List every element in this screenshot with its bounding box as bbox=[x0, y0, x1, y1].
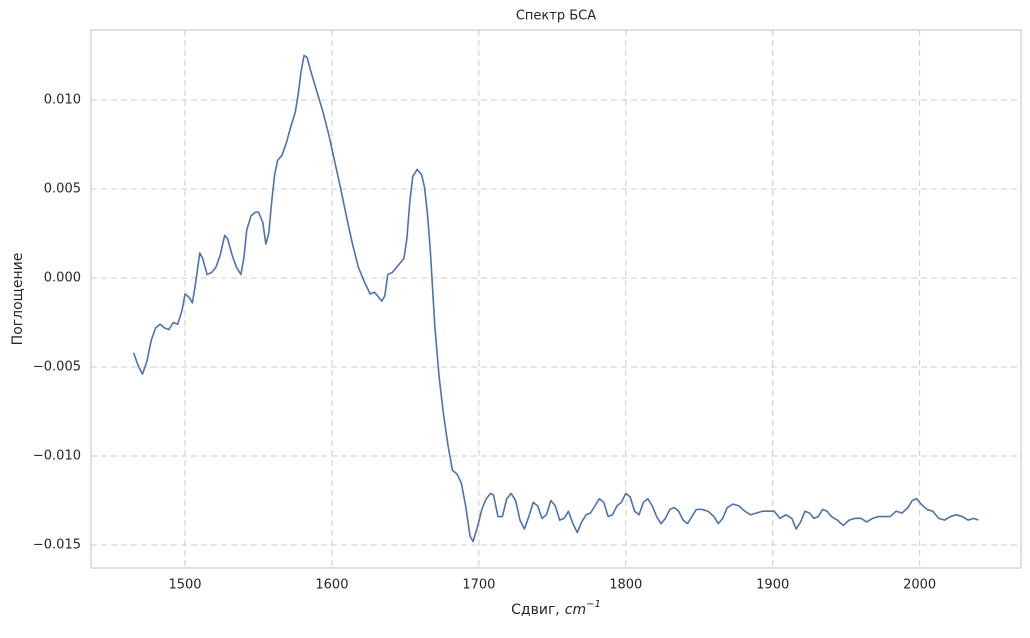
x-tick-label: 1900 bbox=[756, 578, 789, 593]
y-tick-label: −0.015 bbox=[33, 538, 81, 553]
chart-title: Спектр БСА bbox=[516, 9, 596, 24]
y-tick-label: 0.000 bbox=[44, 270, 81, 285]
x-tick-label: 1500 bbox=[168, 578, 201, 593]
x-label-exponent: −1 bbox=[586, 599, 601, 610]
x-label-unit: cm bbox=[565, 602, 586, 618]
x-tick-label: 1800 bbox=[609, 578, 642, 593]
y-tick-label: 0.005 bbox=[44, 181, 81, 196]
x-tick-label: 1600 bbox=[315, 578, 348, 593]
x-tick-label: 2000 bbox=[903, 578, 936, 593]
line-series bbox=[132, 54, 979, 543]
y-axis-label: Поглощение bbox=[10, 253, 26, 346]
plot-frame bbox=[90, 29, 1022, 569]
y-tick-label: −0.010 bbox=[33, 449, 81, 464]
x-axis-label: Сдвиг, cm−1 bbox=[511, 599, 601, 618]
x-label-text: Сдвиг, bbox=[511, 602, 560, 618]
y-tick-label: 0.010 bbox=[44, 92, 81, 107]
x-tick-label: 1700 bbox=[462, 578, 495, 593]
y-tick-label: −0.005 bbox=[33, 360, 81, 375]
